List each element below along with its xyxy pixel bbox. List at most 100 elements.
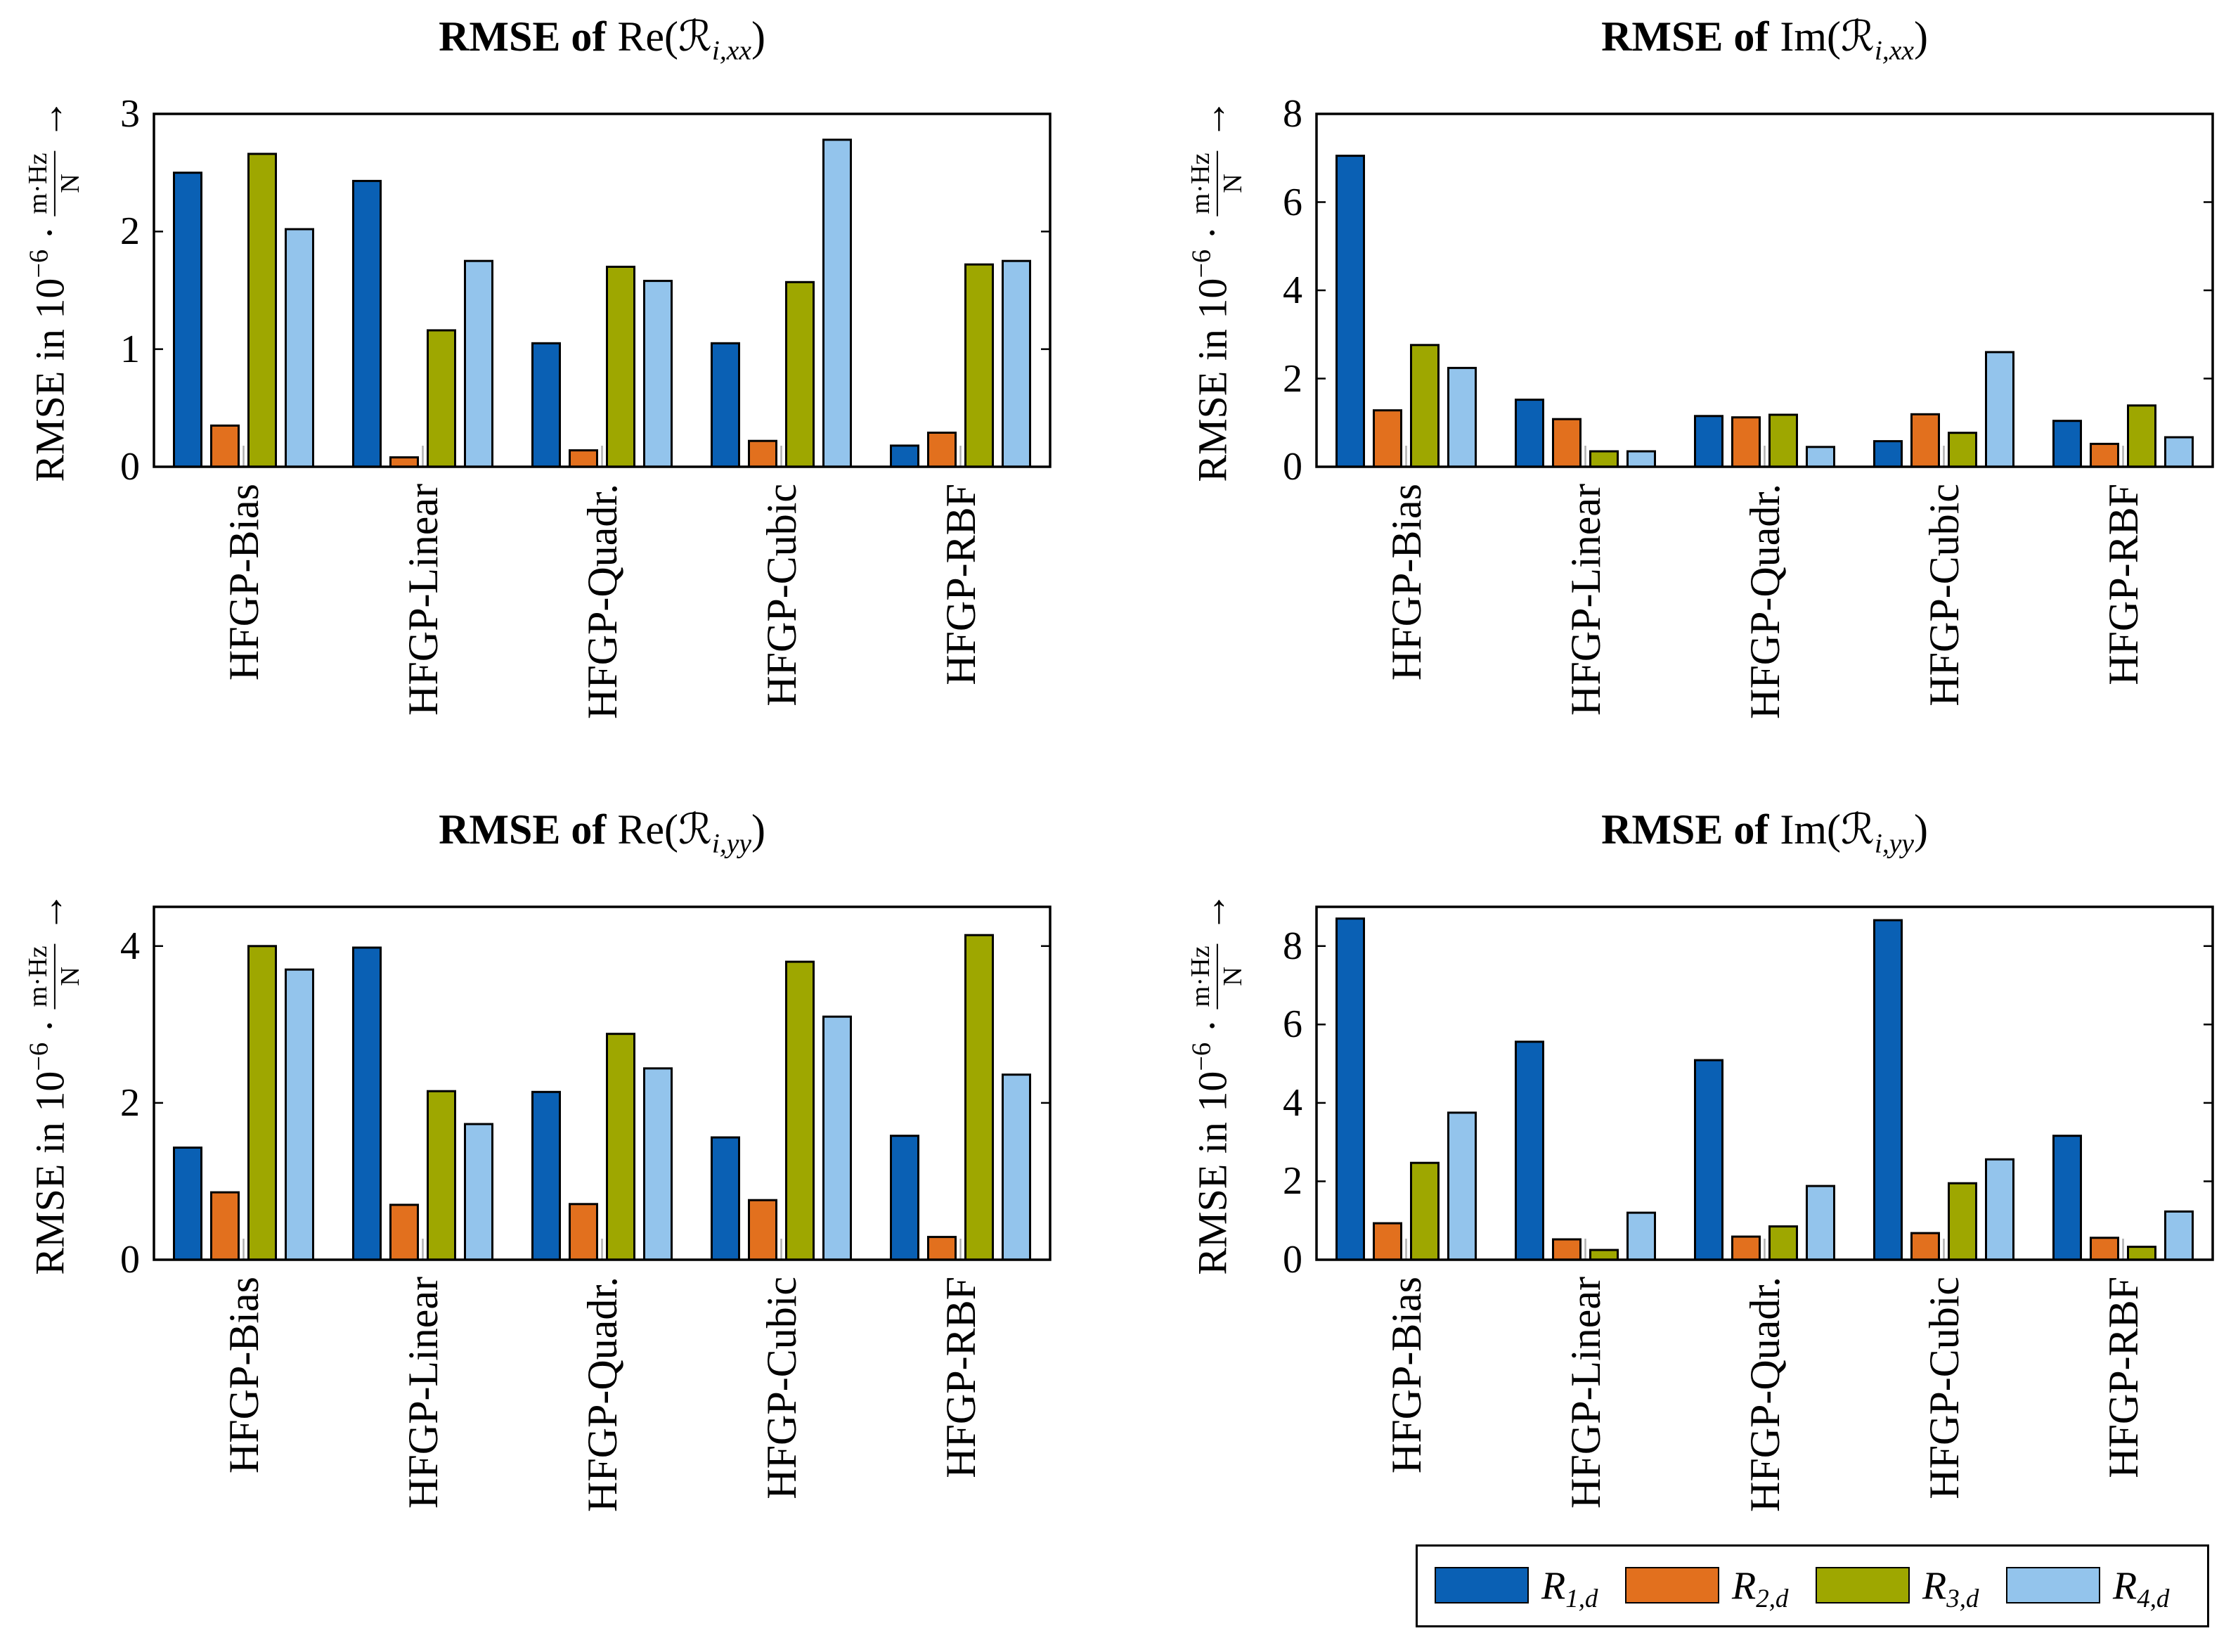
legend-subscript: 2,d — [1756, 1583, 1789, 1613]
title-function: Im( — [1780, 806, 1842, 853]
title-subscript: i,yy — [1874, 827, 1914, 859]
legend-item-r1: R1,d — [1435, 1547, 1617, 1625]
legend-swatch-r4 — [2006, 1567, 2100, 1603]
x-tick-label-hfgp-bias: HFGP-Bias — [1383, 484, 1430, 681]
bar-hfgp-rbf-r3 — [964, 934, 994, 1261]
bar-hfgp-bias-r4 — [1447, 366, 1477, 468]
bar-hfgp-quadr-r3 — [1768, 1225, 1798, 1261]
bar-hfgp-quadr-r1 — [1694, 1059, 1723, 1261]
x-tick-label-hfgp-rbf: HFGP-RBF — [937, 484, 984, 685]
bar-hfgp-rbf-r4 — [1002, 1073, 1031, 1261]
bar-hfgp-rbf-r4 — [1002, 259, 1031, 468]
bar-hfgp-cubic-r1 — [711, 342, 740, 468]
bar-hfgp-quadr-r4 — [1806, 1185, 1835, 1261]
title-subscript: i,xx — [711, 34, 751, 66]
legend-subscript: 1,d — [1565, 1583, 1598, 1613]
title-function: Im( — [1780, 13, 1842, 60]
y-label-text: RMSE in 10 — [27, 278, 73, 482]
y-label-exponent: −6 — [24, 1042, 54, 1071]
bar-hfgp-quadr-r4 — [1806, 446, 1835, 468]
bar-hfgp-linear-r2 — [1552, 418, 1582, 468]
title-function: Re( — [617, 806, 679, 853]
bar-hfgp-quadr-r2 — [569, 1203, 598, 1261]
legend-subscript: 4,d — [2137, 1583, 2170, 1613]
y-axis-label: RMSE in 10−6 · m·Hz N → — [1185, 891, 1248, 1275]
x-tick-label-hfgp-quadr: HFGP-Quadr. — [1741, 484, 1788, 720]
bar-hfgp-linear-r1 — [352, 179, 382, 468]
bar-hfgp-quadr-r1 — [531, 1090, 561, 1261]
axis-frame — [153, 905, 1052, 1261]
legend: R1,d R2,d R3,d R4,d — [1416, 1544, 2209, 1627]
x-tick-label-hfgp-bias: HFGP-Bias — [220, 1277, 267, 1474]
y-label-text: RMSE in 10 — [1189, 1071, 1236, 1275]
x-tick-label-hfgp-quadr: HFGP-Quadr. — [578, 484, 626, 720]
y-label-arrow: → — [1189, 891, 1236, 933]
bar-hfgp-bias-r1 — [1335, 155, 1365, 468]
bar-hfgp-cubic-r3 — [1948, 1182, 1977, 1261]
y-tick-label: 4 — [120, 924, 140, 968]
y-label-unit-numerator: m·Hz — [22, 943, 56, 1009]
x-tick-label-hfgp-bias: HFGP-Bias — [220, 484, 267, 681]
bar-hfgp-cubic-r1 — [711, 1136, 740, 1261]
bar-hfgp-bias-r3 — [247, 945, 277, 1261]
bar-hfgp-rbf-r1 — [890, 444, 919, 468]
bar-hfgp-bias-r4 — [285, 228, 314, 468]
title-close: ) — [751, 806, 765, 853]
bar-hfgp-rbf-r4 — [2164, 1210, 2194, 1261]
y-label-unit-denominator: N — [1218, 174, 1248, 193]
bar-hfgp-cubic-r3 — [785, 280, 815, 468]
title-subscript: i,xx — [1874, 34, 1914, 66]
x-tick-label-hfgp-rbf: HFGP-RBF — [2100, 484, 2147, 685]
x-tick-label-hfgp-linear: HFGP-Linear — [1562, 1277, 1609, 1509]
bar-hfgp-rbf-r1 — [2052, 1135, 2082, 1261]
title-function: Re( — [617, 13, 679, 60]
bar-hfgp-quadr-r2 — [1731, 1235, 1761, 1261]
y-label-unit-numerator: m·Hz — [1185, 150, 1218, 217]
title-close: ) — [751, 13, 765, 60]
chart-title: RMSE of Re(ℛi,xx) — [439, 13, 765, 64]
chart-title: RMSE of Re(ℛi,yy) — [439, 806, 765, 857]
y-label-dot: · — [27, 1019, 73, 1033]
bar-hfgp-quadr-r4 — [643, 1067, 673, 1261]
title-symbol: ℛ — [1841, 12, 1875, 61]
bar-hfgp-quadr-r1 — [531, 342, 561, 468]
y-tick-label: 2 — [120, 1080, 140, 1125]
y-label-dot: · — [1189, 1019, 1236, 1033]
legend-item-r3: R3,d — [1816, 1547, 1998, 1625]
title-symbol: ℛ — [1841, 805, 1875, 854]
bar-hfgp-rbf-r3 — [964, 263, 994, 468]
bar-hfgp-bias-r3 — [247, 153, 277, 468]
title-close: ) — [1913, 13, 1928, 60]
y-tick-label: 8 — [1283, 924, 1302, 968]
y-label-unit-denominator: N — [56, 174, 85, 193]
bar-hfgp-linear-r2 — [389, 456, 419, 468]
bar-hfgp-cubic-r2 — [1910, 1232, 1940, 1261]
legend-swatch-r3 — [1816, 1567, 1910, 1603]
bar-hfgp-linear-r2 — [389, 1203, 419, 1261]
title-close: ) — [1913, 806, 1928, 853]
x-tick-label-hfgp-cubic: HFGP-Cubic — [758, 1277, 805, 1499]
bar-hfgp-bias-r2 — [1373, 1222, 1402, 1261]
bar-hfgp-linear-r1 — [1515, 399, 1544, 468]
axis-frame — [1315, 112, 2214, 468]
y-label-unit-numerator: m·Hz — [22, 150, 56, 217]
bar-hfgp-rbf-r4 — [2164, 436, 2194, 468]
y-label-dot: · — [27, 226, 73, 240]
x-tick-label-hfgp-cubic: HFGP-Cubic — [1920, 1277, 1967, 1499]
y-tick-label: 0 — [1283, 1238, 1302, 1282]
bar-hfgp-linear-r4 — [1626, 450, 1656, 468]
bar-hfgp-cubic-r4 — [822, 1015, 852, 1261]
bar-hfgp-rbf-r1 — [2052, 420, 2082, 468]
y-tick-label: 6 — [1283, 1002, 1302, 1047]
title-subscript: i,yy — [711, 827, 751, 859]
bar-hfgp-quadr-r2 — [1731, 416, 1761, 468]
y-axis-label: RMSE in 10−6 · m·Hz N → — [22, 98, 85, 482]
y-label-unit-fraction: m·Hz N — [1185, 943, 1248, 1009]
legend-symbol: R — [2113, 1564, 2137, 1608]
x-tick-label-hfgp-linear: HFGP-Linear — [1562, 484, 1609, 716]
bar-hfgp-cubic-r4 — [1985, 351, 2014, 468]
bar-hfgp-linear-r4 — [1626, 1211, 1656, 1261]
bar-hfgp-cubic-r2 — [748, 439, 777, 468]
bar-hfgp-bias-r1 — [173, 1147, 202, 1261]
bar-hfgp-quadr-r2 — [569, 449, 598, 468]
